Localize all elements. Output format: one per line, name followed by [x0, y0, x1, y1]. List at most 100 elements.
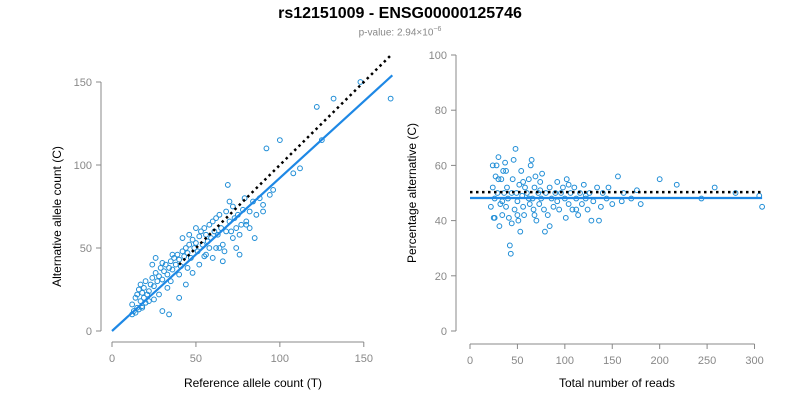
left-data-point [266, 191, 273, 198]
right-x-tick-label: 250 [698, 355, 716, 367]
right-data-point [554, 198, 561, 205]
left-data-point [209, 218, 216, 225]
right-data-point [537, 179, 544, 185]
right-data-point [489, 184, 496, 191]
right-data-point [618, 198, 625, 205]
left-data-point [228, 228, 235, 235]
left-fit-line [111, 74, 394, 332]
left-data-point [144, 291, 151, 298]
right-data-point [509, 176, 516, 183]
left-data-point [313, 104, 320, 110]
left-data-point [198, 228, 204, 235]
left-data-point [206, 221, 213, 228]
left-y-tick-label: 100 [74, 160, 92, 172]
right-data-point [510, 156, 517, 163]
right-data-point [500, 168, 507, 174]
right-data-point [634, 187, 640, 194]
left-data-point [142, 278, 149, 285]
left-data-point [149, 274, 156, 281]
right-data-point [514, 212, 521, 218]
left-data-point [139, 289, 146, 296]
right-x-tick-label: 150 [603, 355, 621, 367]
right-data-point [517, 228, 524, 235]
chart-subtitle: p-value: 2.94×10−6 [0, 26, 800, 38]
right-data-point [546, 223, 553, 230]
left-data-point [161, 268, 167, 275]
left-data-point [140, 294, 147, 301]
right-x-tick-label: 200 [650, 355, 668, 367]
left-reference-line [178, 52, 394, 266]
left-data-point [233, 245, 240, 251]
right-data-point [498, 176, 505, 183]
right-data-point [552, 190, 559, 196]
left-data-point [219, 258, 226, 265]
right-data-point [562, 214, 569, 221]
right-data-point [590, 198, 597, 205]
left-data-point [196, 261, 203, 268]
right-data-point [571, 184, 578, 191]
left-data-point [135, 286, 142, 293]
left-data-point [164, 284, 171, 291]
left-data-point [156, 273, 162, 280]
left-data-point [182, 245, 189, 251]
right-data-point [609, 201, 616, 207]
left-data-point [236, 251, 243, 258]
right-data-point [533, 217, 540, 224]
right-data-point [584, 206, 591, 213]
left-data-point [184, 265, 191, 271]
left-y-tick-label: 50 [80, 243, 92, 255]
right-x-tick-label: 50 [511, 355, 523, 367]
right-data-point [575, 212, 582, 218]
right-data-point [536, 201, 543, 207]
right-data-point [514, 198, 521, 205]
left-data-point [203, 231, 209, 238]
right-data-point [516, 181, 523, 188]
left-data-point [246, 225, 253, 231]
right-data-point [506, 242, 513, 249]
right-data-point [577, 190, 583, 196]
right-data-point [504, 184, 510, 191]
left-data-point [137, 281, 144, 288]
right-data-point [499, 212, 506, 218]
right-data-point [491, 214, 498, 221]
right-data-point [496, 223, 503, 230]
left-data-point [223, 228, 230, 235]
left-data-point [238, 221, 245, 228]
left-data-point [147, 281, 154, 288]
right-data-point [489, 162, 496, 169]
left-data-point [151, 296, 157, 303]
left-data-point [193, 225, 199, 231]
left-data-point [132, 294, 139, 301]
right-data-point [637, 201, 644, 207]
left-data-point [213, 215, 219, 222]
left-data-point [189, 270, 196, 276]
left-x-tick-label: 100 [271, 353, 289, 365]
left-data-point [159, 308, 166, 314]
left-data-point [151, 283, 157, 290]
right-data-point [615, 173, 621, 180]
left-data-point [201, 253, 208, 260]
left-data-point [318, 137, 325, 144]
left-data-point [166, 311, 172, 318]
left-data-point [233, 225, 240, 231]
right-y-axis-title: Percentage alternative (C) [405, 123, 419, 263]
chart-title: rs12151009 - ENSG00000125746 [278, 5, 522, 22]
left-data-point [169, 266, 176, 273]
left-data-point [290, 170, 297, 177]
right-data-point [565, 201, 572, 207]
right-data-point [565, 181, 572, 188]
right-data-point [563, 176, 570, 183]
left-data-point [186, 241, 193, 248]
left-data-point [152, 270, 159, 276]
left-data-point [152, 255, 159, 261]
left-data-point [219, 241, 226, 248]
left-y-tick-label: 150 [74, 77, 92, 89]
right-data-point [495, 176, 502, 183]
left-data-point [243, 218, 250, 225]
right-data-point [531, 212, 538, 218]
right-data-point [505, 214, 512, 221]
right-data-point [580, 181, 587, 188]
left-data-point [186, 231, 193, 238]
right-data-point [711, 184, 718, 191]
right-data-point [541, 206, 547, 213]
